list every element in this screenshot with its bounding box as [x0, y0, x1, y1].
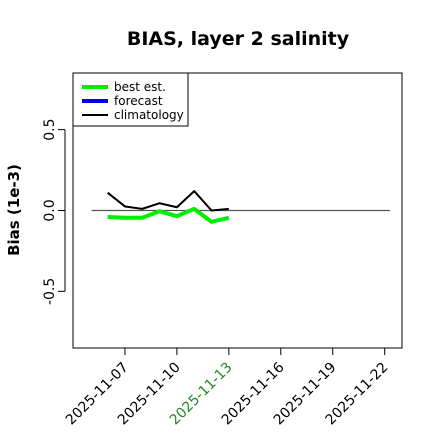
legend-label: best est. — [114, 80, 166, 94]
chart-title: BIAS, layer 2 salinity — [127, 28, 350, 50]
y-tick-label: 0.0 — [42, 199, 58, 221]
x-axis: 2025-11-072025-11-102025-11-132025-11-16… — [63, 347, 392, 428]
series-line-climatology — [107, 190, 229, 212]
y-axis: -0.5 0.0 0.5 — [42, 118, 66, 305]
y-tick-label: 0.5 — [42, 118, 58, 140]
legend-label: forecast — [114, 94, 163, 108]
series-line-best-est — [107, 206, 230, 224]
series-layer — [107, 190, 230, 224]
y-tick-label: -0.5 — [42, 278, 58, 305]
y-axis-label: Bias (1e-3) — [5, 164, 23, 256]
legend-label: climatology — [114, 108, 184, 122]
